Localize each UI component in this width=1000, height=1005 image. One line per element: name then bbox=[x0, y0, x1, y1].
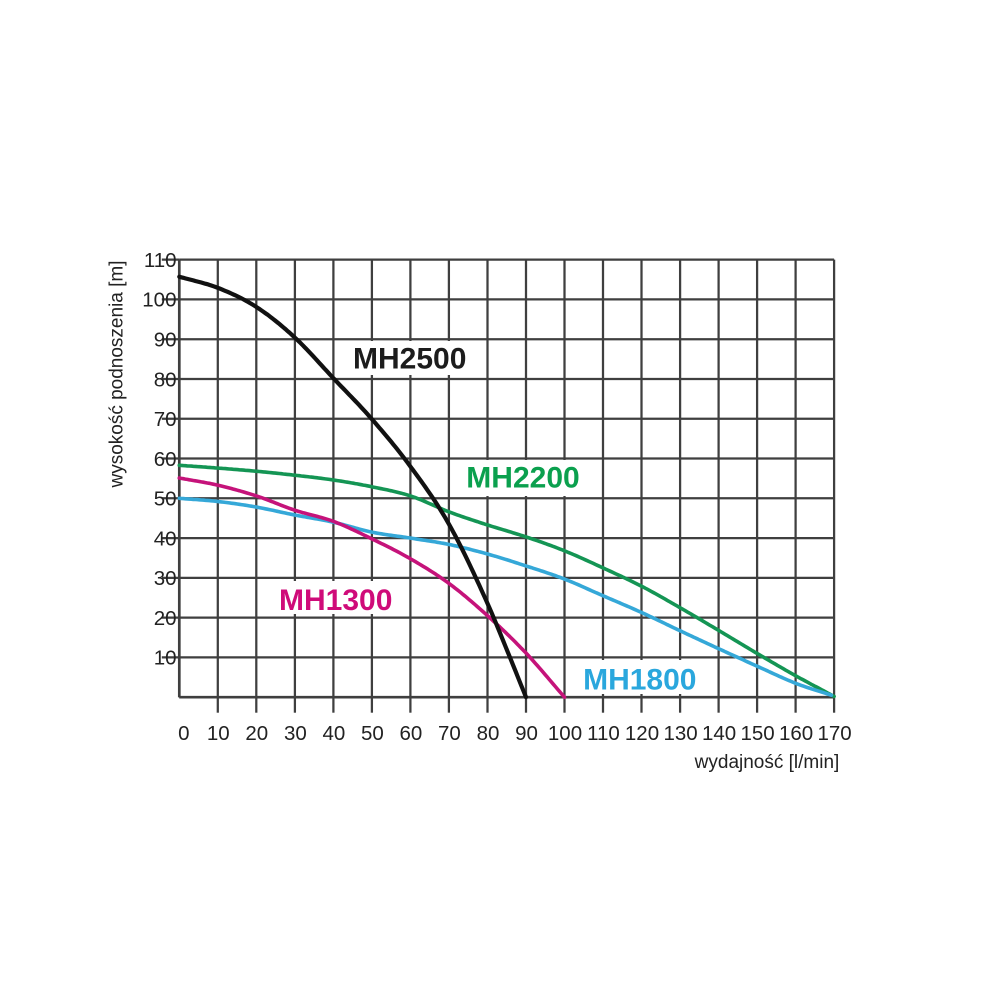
svg-text:160: 160 bbox=[779, 722, 813, 745]
svg-text:MH1800: MH1800 bbox=[583, 664, 696, 697]
svg-text:130: 130 bbox=[663, 722, 697, 745]
svg-text:90: 90 bbox=[515, 722, 538, 745]
svg-text:100: 100 bbox=[548, 722, 582, 745]
svg-text:50: 50 bbox=[361, 722, 384, 745]
svg-text:50: 50 bbox=[154, 488, 177, 511]
svg-text:70: 70 bbox=[438, 722, 461, 745]
svg-text:60: 60 bbox=[154, 448, 177, 471]
svg-text:10: 10 bbox=[154, 647, 177, 670]
svg-text:110: 110 bbox=[144, 249, 177, 272]
svg-text:140: 140 bbox=[702, 722, 736, 745]
svg-text:80: 80 bbox=[477, 722, 500, 745]
svg-text:20: 20 bbox=[154, 607, 177, 630]
svg-text:0: 0 bbox=[178, 722, 189, 745]
svg-text:100: 100 bbox=[142, 289, 176, 312]
svg-text:90: 90 bbox=[154, 329, 177, 352]
svg-text:20: 20 bbox=[245, 722, 268, 745]
svg-text:80: 80 bbox=[154, 368, 177, 391]
svg-text:170: 170 bbox=[817, 722, 851, 745]
svg-text:wydajność [l/min]: wydajność [l/min] bbox=[694, 752, 840, 773]
svg-text:110: 110 bbox=[587, 722, 620, 745]
svg-text:120: 120 bbox=[625, 722, 659, 745]
svg-text:MH2500: MH2500 bbox=[353, 343, 466, 376]
svg-text:40: 40 bbox=[154, 527, 177, 550]
svg-text:60: 60 bbox=[399, 722, 422, 745]
svg-text:wysokość podnoszenia [m]: wysokość podnoszenia [m] bbox=[107, 260, 128, 488]
svg-text:30: 30 bbox=[284, 722, 307, 745]
svg-text:30: 30 bbox=[154, 567, 177, 590]
svg-text:MH1300: MH1300 bbox=[279, 584, 392, 617]
svg-text:40: 40 bbox=[322, 722, 345, 745]
svg-text:10: 10 bbox=[207, 722, 230, 745]
svg-text:70: 70 bbox=[154, 408, 177, 431]
svg-text:150: 150 bbox=[740, 722, 774, 745]
svg-text:MH2200: MH2200 bbox=[466, 462, 579, 495]
